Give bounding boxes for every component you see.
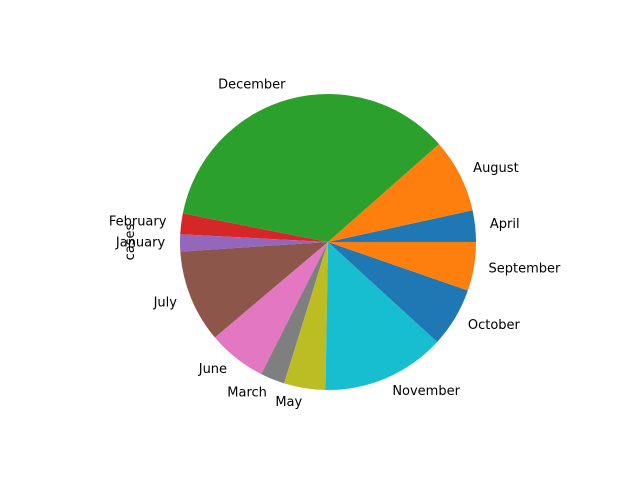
pie-label-march: March (227, 385, 267, 400)
pie-label-november: November (392, 384, 460, 399)
pie-slice-may (284, 242, 328, 390)
pie-slice-october (328, 242, 468, 342)
pie-label-july: July (153, 295, 178, 310)
pie-label-september: September (489, 262, 562, 277)
pie-slice-february (180, 213, 328, 242)
y-axis-label: cases (123, 223, 138, 260)
pie-label-june: June (198, 362, 227, 377)
pie-slice-june (214, 242, 328, 375)
pie-label-august: August (473, 161, 519, 176)
pie-label-may: May (275, 395, 302, 410)
pie-slice-april (328, 210, 476, 242)
pie-labels: April August December February January July Ju… (109, 77, 561, 410)
pie-slices (179, 93, 476, 390)
pie-label-january: January (115, 236, 166, 251)
pie-label-october: October (468, 318, 521, 333)
pie-slice-september (328, 242, 476, 291)
pie-slice-august (328, 144, 473, 242)
pie-slice-november (325, 242, 438, 390)
pie-label-december: December (218, 77, 286, 92)
pie-slice-december (182, 93, 439, 242)
pie-label-april: April (490, 217, 520, 232)
pie-label-february: February (109, 214, 167, 229)
pie-slice-january (179, 234, 328, 252)
pie-slice-march (261, 242, 328, 384)
pie-slice-july (180, 242, 328, 338)
